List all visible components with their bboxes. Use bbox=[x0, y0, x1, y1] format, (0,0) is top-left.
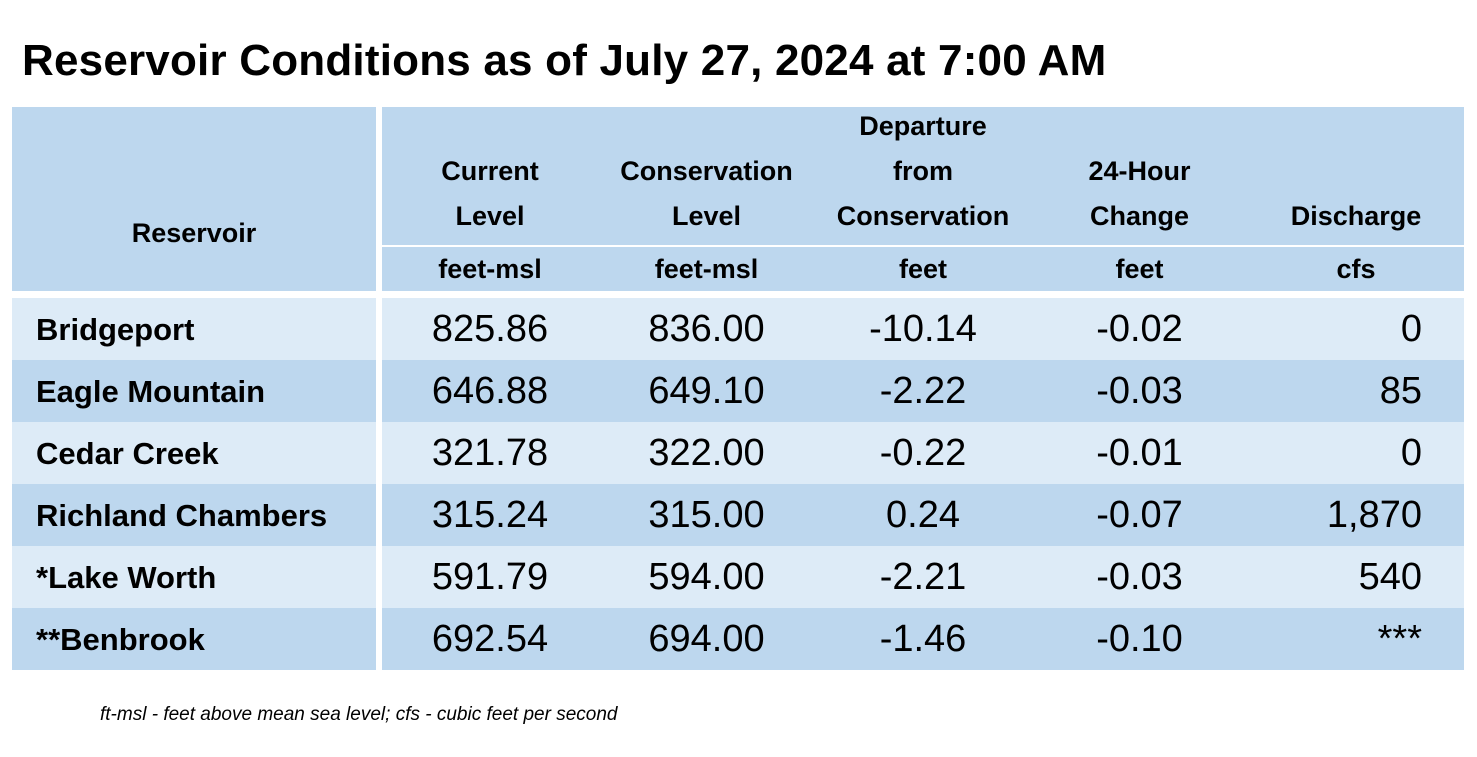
table-row: Richland Chambers 315.24 315.00 0.24 -0.… bbox=[12, 484, 1464, 546]
unit-conservation-level: feet-msl bbox=[598, 247, 815, 291]
header-departure: Departure from Conservation bbox=[815, 107, 1031, 245]
conservation-level: 836.00 bbox=[648, 308, 765, 350]
departure: 0.24 bbox=[886, 494, 960, 536]
table-row: Bridgeport 825.86 836.00 -10.14 -0.02 0 bbox=[12, 298, 1464, 360]
discharge: 1,870 bbox=[1326, 494, 1422, 536]
header-current-level: Current Level bbox=[382, 107, 598, 245]
24-hour-change: -0.02 bbox=[1096, 308, 1183, 350]
table-row: **Benbrook 692.54 694.00 -1.46 -0.10 *** bbox=[12, 608, 1464, 670]
conservation-level: 322.00 bbox=[648, 432, 765, 474]
table-header: Current Level Conservation Level Departu… bbox=[12, 107, 1464, 245]
reservoir-name: Cedar Creek bbox=[36, 435, 219, 471]
current-level: 591.79 bbox=[431, 556, 549, 598]
departure: -0.22 bbox=[879, 432, 967, 474]
table-row: *Lake Worth 591.79 594.00 -2.21 -0.03 54… bbox=[12, 546, 1464, 608]
header-discharge: Discharge bbox=[1248, 107, 1464, 245]
table-header-units: Reservoir feet-msl feet-msl feet feet cf… bbox=[12, 220, 1464, 291]
reservoir-name: Eagle Mountain bbox=[36, 373, 266, 409]
unit-current-level: feet-msl bbox=[382, 247, 598, 291]
discharge: 540 bbox=[1358, 556, 1422, 598]
conservation-level: 315.00 bbox=[648, 494, 765, 536]
current-level: 825.86 bbox=[431, 308, 549, 350]
reservoir-name: Richland Chambers bbox=[36, 497, 328, 533]
current-level: 692.54 bbox=[431, 618, 549, 660]
header-24-hour-change: 24-Hour Change bbox=[1031, 107, 1248, 245]
reservoir-name: *Lake Worth bbox=[36, 559, 217, 595]
24-hour-change: -0.07 bbox=[1096, 494, 1183, 536]
24-hour-change: -0.03 bbox=[1096, 556, 1183, 598]
departure: -2.21 bbox=[879, 556, 967, 598]
unit-24-hour-change: feet bbox=[1031, 247, 1248, 291]
discharge: 85 bbox=[1379, 370, 1422, 412]
page-title: Reservoir Conditions as of July 27, 2024… bbox=[22, 36, 1107, 85]
table-row: Eagle Mountain 646.88 649.10 -2.22 -0.03… bbox=[12, 360, 1464, 422]
current-level: 321.78 bbox=[431, 432, 549, 474]
reservoir-name: Bridgeport bbox=[36, 311, 195, 347]
discharge: 0 bbox=[1400, 308, 1422, 350]
unit-discharge: cfs bbox=[1248, 247, 1464, 291]
24-hour-change: -0.03 bbox=[1096, 370, 1183, 412]
current-level: 315.24 bbox=[431, 494, 549, 536]
current-level: 646.88 bbox=[431, 370, 549, 412]
discharge: 0 bbox=[1400, 432, 1422, 474]
footnote: ft-msl - feet above mean sea level; cfs … bbox=[100, 704, 618, 725]
departure: -1.46 bbox=[879, 618, 967, 660]
departure: -2.22 bbox=[879, 370, 967, 412]
header-conservation-level: Conservation Level bbox=[598, 107, 815, 245]
conservation-level: 694.00 bbox=[648, 618, 765, 660]
reservoir-table: Current Level Conservation Level Departu… bbox=[12, 107, 1464, 670]
table-row: Cedar Creek 321.78 322.00 -0.22 -0.01 0 bbox=[12, 422, 1464, 484]
reservoir-name: **Benbrook bbox=[36, 621, 205, 657]
24-hour-change: -0.10 bbox=[1096, 618, 1183, 660]
departure: -10.14 bbox=[869, 308, 977, 350]
conservation-level: 594.00 bbox=[648, 556, 765, 598]
header-reservoir-label: Reservoir bbox=[12, 220, 376, 291]
discharge: *** bbox=[1377, 618, 1422, 660]
unit-departure: feet bbox=[815, 247, 1031, 291]
24-hour-change: -0.01 bbox=[1096, 432, 1183, 474]
conservation-level: 649.10 bbox=[648, 370, 765, 412]
